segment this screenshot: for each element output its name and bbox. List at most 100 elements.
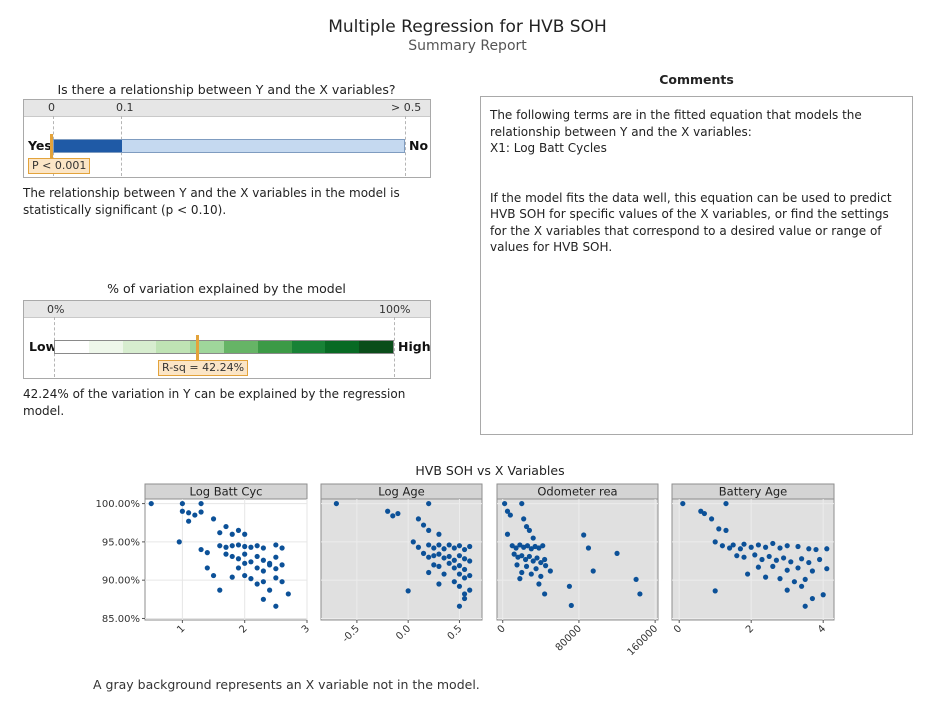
- data-point: [784, 587, 790, 593]
- data-point: [533, 566, 539, 572]
- variation-conclusion: 42.24% of the variation in Y can be expl…: [23, 387, 406, 418]
- rsq-band-segment: [291, 341, 326, 353]
- data-point: [802, 576, 808, 583]
- report-title: Multiple Regression for HVB SOH: [328, 17, 607, 37]
- data-point: [526, 553, 532, 560]
- data-point: [415, 516, 422, 522]
- data-point: [436, 563, 442, 569]
- data-point: [712, 588, 718, 594]
- data-point: [415, 544, 422, 550]
- data-point: [723, 527, 729, 533]
- data-point: [770, 563, 776, 569]
- data-point: [759, 556, 765, 563]
- data-point: [581, 532, 587, 538]
- x-tick-label: 1: [175, 623, 187, 635]
- data-point: [716, 526, 722, 532]
- x-tick-label: -0.5: [340, 623, 362, 645]
- p-value-marker: [50, 134, 53, 160]
- data-point: [456, 553, 463, 559]
- data-point: [273, 603, 279, 609]
- data-point: [426, 542, 432, 548]
- data-point: [763, 574, 769, 580]
- yes-label: Yes: [28, 138, 52, 153]
- data-point: [461, 575, 468, 581]
- data-point: [420, 550, 427, 556]
- comments-line-usage: If the model fits the data well, this eq…: [490, 190, 892, 255]
- data-point: [273, 575, 279, 581]
- data-point: [741, 541, 747, 547]
- x-tick-label: 80000: [554, 623, 584, 653]
- data-point: [502, 500, 508, 507]
- data-point: [730, 542, 736, 548]
- data-point: [242, 531, 248, 537]
- data-point: [260, 596, 266, 602]
- scatter-footer: A gray background represents an X variab…: [93, 677, 480, 692]
- data-point: [784, 567, 790, 573]
- panel-title: Battery Age: [719, 485, 787, 499]
- scale-gridline: [405, 116, 406, 176]
- data-point: [517, 576, 523, 582]
- data-point: [777, 545, 783, 551]
- data-point: [788, 559, 794, 565]
- relationship-conclusion: The relationship between Y and the X var…: [23, 186, 400, 217]
- data-point: [637, 591, 643, 597]
- scale-label-100-pct: 100%: [379, 303, 411, 316]
- data-point: [260, 568, 266, 574]
- x-tick-label: 0: [496, 623, 508, 635]
- panel-title: Log Batt Cyc: [190, 485, 263, 499]
- data-point: [204, 565, 210, 571]
- data-point: [542, 591, 548, 597]
- data-point: [235, 542, 242, 548]
- x-tick-label: 0.0: [394, 623, 413, 642]
- data-point: [446, 560, 452, 566]
- data-point: [461, 556, 468, 562]
- data-point: [273, 554, 279, 560]
- data-point: [410, 539, 416, 545]
- significance-bar: [53, 139, 405, 153]
- data-point: [521, 516, 527, 522]
- data-point: [176, 539, 182, 545]
- data-point: [441, 555, 447, 561]
- data-point: [436, 542, 442, 548]
- rsq-marker: [196, 335, 200, 361]
- low-label: Low: [29, 339, 58, 354]
- data-point: [210, 572, 217, 579]
- data-point: [279, 579, 285, 585]
- variation-heading: % of variation explained by the model: [107, 281, 346, 296]
- data-point: [223, 551, 229, 557]
- data-point: [217, 530, 223, 536]
- data-point: [755, 564, 762, 570]
- x-tick-label: 160000: [625, 623, 660, 658]
- data-point: [254, 581, 260, 587]
- data-point: [538, 573, 544, 579]
- panel-plot-area: [496, 498, 659, 621]
- data-point: [179, 500, 185, 507]
- data-point: [523, 523, 530, 530]
- data-point: [461, 546, 468, 553]
- data-point: [242, 572, 248, 579]
- scatter-heading: HVB SOH vs X Variables: [415, 463, 565, 478]
- data-point: [223, 544, 229, 550]
- data-point: [795, 543, 801, 550]
- data-point: [198, 500, 204, 507]
- significant-region: [54, 140, 122, 152]
- data-point: [809, 595, 816, 602]
- data-point: [806, 559, 812, 566]
- data-point: [254, 553, 260, 560]
- data-point: [242, 551, 248, 557]
- data-point: [461, 591, 468, 597]
- data-point: [235, 556, 242, 562]
- variation-scale: 0% 100% Low High R-sq = 42.24%: [23, 300, 431, 379]
- data-point: [770, 540, 776, 547]
- data-point: [467, 587, 473, 593]
- data-point: [813, 546, 819, 553]
- data-point: [509, 543, 515, 549]
- data-point: [451, 565, 457, 571]
- scale-label-0-pct: 0%: [47, 303, 65, 316]
- data-point: [467, 572, 473, 579]
- rsq-band-segment: [359, 341, 393, 353]
- data-point: [727, 545, 733, 551]
- data-point: [745, 571, 751, 577]
- data-point: [530, 558, 536, 564]
- data-point: [223, 523, 229, 530]
